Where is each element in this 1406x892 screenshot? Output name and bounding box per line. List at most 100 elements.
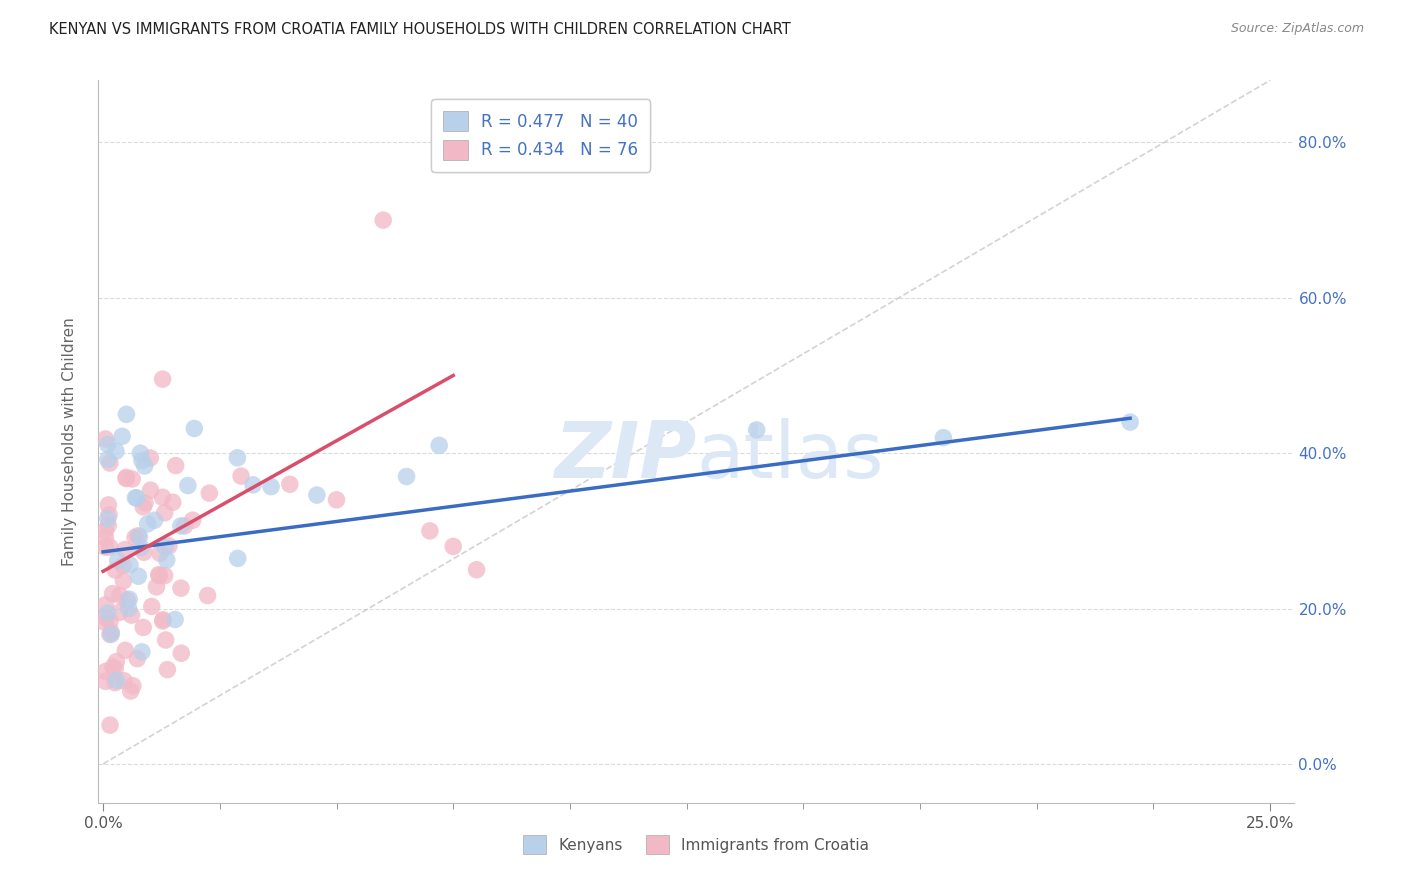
Point	[101, 586, 124, 600]
Point	[183, 421, 205, 435]
Point	[115, 408, 138, 422]
Point	[108, 605, 131, 619]
Point	[242, 478, 264, 492]
Point	[149, 546, 172, 560]
Point	[165, 458, 187, 473]
Point	[136, 516, 159, 531]
Point	[441, 540, 464, 554]
Point	[97, 452, 120, 467]
Point	[115, 593, 138, 607]
Point	[132, 500, 155, 514]
Point	[745, 423, 768, 437]
Point	[107, 553, 129, 567]
Point	[170, 581, 193, 595]
Point	[111, 429, 134, 443]
Point	[156, 553, 179, 567]
Point	[157, 539, 180, 553]
Point	[198, 486, 221, 500]
Point	[131, 453, 153, 467]
Point	[226, 450, 249, 465]
Point	[148, 568, 170, 582]
Point	[115, 471, 138, 485]
Point	[139, 483, 162, 498]
Point	[125, 491, 148, 505]
Point	[260, 480, 283, 494]
Point	[97, 512, 120, 526]
Point	[155, 632, 177, 647]
Point	[127, 529, 149, 543]
Point	[118, 592, 141, 607]
Point	[115, 470, 138, 484]
Point	[148, 567, 170, 582]
Point	[132, 545, 155, 559]
Point	[162, 495, 184, 509]
Text: KENYAN VS IMMIGRANTS FROM CROATIA FAMILY HOUSEHOLDS WITH CHILDREN CORRELATION CH: KENYAN VS IMMIGRANTS FROM CROATIA FAMILY…	[49, 22, 792, 37]
Point	[100, 625, 122, 640]
Point	[98, 508, 121, 522]
Point	[145, 580, 167, 594]
Point	[104, 662, 127, 676]
Point	[114, 542, 136, 557]
Point	[98, 456, 121, 470]
Point	[141, 599, 163, 614]
Point	[131, 645, 153, 659]
Point	[121, 472, 143, 486]
Point	[94, 531, 117, 545]
Point	[181, 513, 204, 527]
Point	[152, 490, 174, 504]
Point	[122, 679, 145, 693]
Point	[127, 651, 149, 665]
Point	[1119, 415, 1142, 429]
Text: Source: ZipAtlas.com: Source: ZipAtlas.com	[1230, 22, 1364, 36]
Point	[97, 518, 120, 533]
Point	[105, 655, 128, 669]
Point	[118, 558, 141, 572]
Point	[128, 530, 150, 544]
Point	[105, 673, 128, 688]
Point	[129, 541, 152, 555]
Point	[98, 540, 121, 554]
Point	[165, 613, 187, 627]
Point	[104, 563, 127, 577]
Point	[101, 660, 124, 674]
Point	[104, 675, 127, 690]
Point	[124, 531, 146, 545]
Point	[153, 506, 176, 520]
Point	[129, 446, 152, 460]
Point	[104, 444, 127, 458]
Point	[153, 541, 176, 555]
Point	[143, 513, 166, 527]
Point	[94, 540, 117, 554]
Point	[132, 620, 155, 634]
Point	[117, 601, 139, 615]
Point	[278, 477, 301, 491]
Point	[395, 469, 418, 483]
Point	[98, 718, 121, 732]
Text: atlas: atlas	[696, 418, 883, 494]
Point	[226, 551, 249, 566]
Point	[156, 663, 179, 677]
Point	[112, 558, 135, 573]
Point	[325, 492, 347, 507]
Point	[139, 450, 162, 465]
Text: ZIP: ZIP	[554, 418, 696, 494]
Point	[427, 438, 450, 452]
Point	[94, 674, 117, 689]
Point	[305, 488, 328, 502]
Point	[127, 569, 149, 583]
Point	[152, 372, 174, 386]
Point	[153, 568, 176, 582]
Legend: R = 0.477   N = 40, R = 0.434   N = 76: R = 0.477 N = 40, R = 0.434 N = 76	[432, 99, 650, 172]
Point	[97, 498, 120, 512]
Y-axis label: Family Households with Children: Family Households with Children	[62, 318, 77, 566]
Point	[170, 646, 193, 660]
Point	[100, 627, 122, 641]
Point	[465, 563, 488, 577]
Point	[197, 589, 219, 603]
Point	[124, 491, 146, 505]
Point	[98, 615, 121, 629]
Point	[112, 673, 135, 688]
Point	[97, 606, 120, 620]
Point	[932, 431, 955, 445]
Point	[373, 213, 395, 227]
